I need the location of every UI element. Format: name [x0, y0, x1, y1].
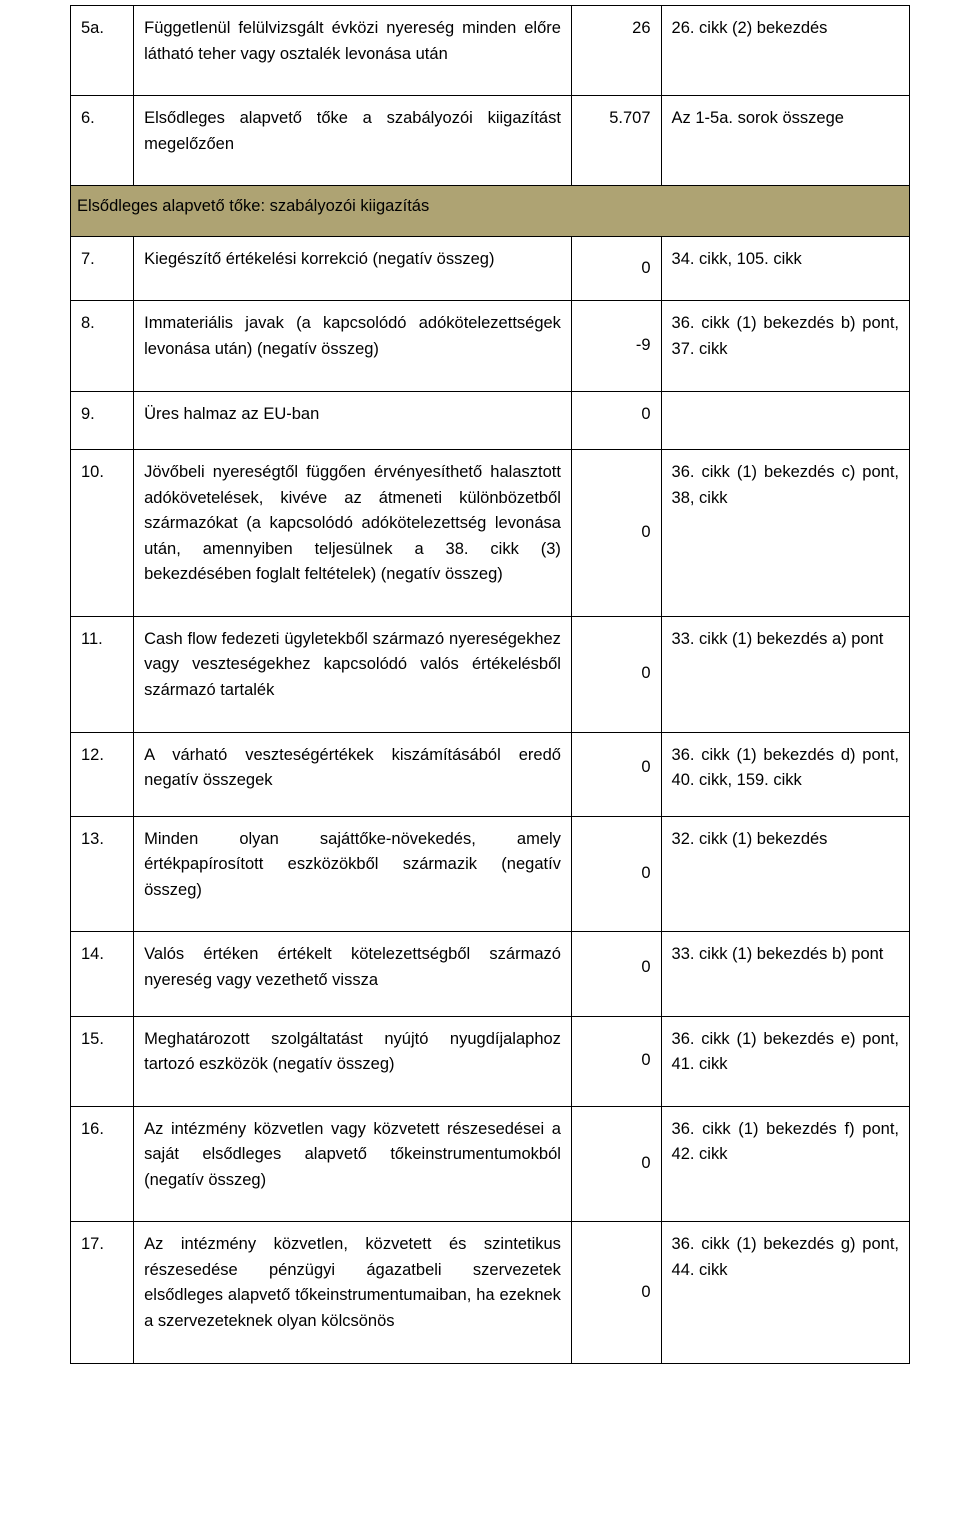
row-reference: 34. cikk, 105. cikk	[661, 236, 909, 301]
table-row: 6. Elsődleges alapvető tőke a szabályozó…	[71, 96, 910, 186]
row-value: -9	[571, 301, 661, 391]
row-reference: 36. cikk (1) bekezdés c) pont, 38, cikk	[661, 450, 909, 617]
row-reference: 33. cikk (1) bekezdés a) pont	[661, 616, 909, 732]
row-description: Elsődleges alapvető tőke a szabályozói k…	[134, 96, 572, 186]
table-row: 14. Valós értéken értékelt kötelezettség…	[71, 932, 910, 1016]
row-description: A várható veszteségértékek kiszámításábó…	[134, 732, 572, 816]
row-value: 0	[571, 1106, 661, 1222]
row-reference: 36. cikk (1) bekezdés b) pont, 37. cikk	[661, 301, 909, 391]
row-description: Immateriális javak (a kapcsolódó adóköte…	[134, 301, 572, 391]
row-number: 7.	[71, 236, 134, 301]
row-number: 6.	[71, 96, 134, 186]
row-value: 0	[571, 391, 661, 450]
page: 5a. Függetlenül felülvizsgált évközi nye…	[0, 0, 960, 1384]
row-number: 11.	[71, 616, 134, 732]
row-description: Jövőbeli nyereségtől függően érvényesíth…	[134, 450, 572, 617]
row-number: 14.	[71, 932, 134, 1016]
row-number: 16.	[71, 1106, 134, 1222]
table-row: 5a. Függetlenül felülvizsgált évközi nye…	[71, 6, 910, 96]
table-row: 7. Kiegészítő értékelési korrekció (nega…	[71, 236, 910, 301]
row-reference: 36. cikk (1) bekezdés d) pont, 40. cikk,…	[661, 732, 909, 816]
row-reference: Az 1-5a. sorok összege	[661, 96, 909, 186]
row-number: 17.	[71, 1222, 134, 1363]
row-value: 0	[571, 1016, 661, 1106]
row-description: Kiegészítő értékelési korrekció (negatív…	[134, 236, 572, 301]
row-reference: 32. cikk (1) bekezdés	[661, 816, 909, 932]
row-reference: 36. cikk (1) bekezdés f) pont, 42. cikk	[661, 1106, 909, 1222]
table-row: 9. Üres halmaz az EU-ban 0	[71, 391, 910, 450]
row-number: 15.	[71, 1016, 134, 1106]
row-number: 12.	[71, 732, 134, 816]
row-number: 9.	[71, 391, 134, 450]
row-reference: 33. cikk (1) bekezdés b) pont	[661, 932, 909, 1016]
row-reference: 26. cikk (2) bekezdés	[661, 6, 909, 96]
table-row: 13. Minden olyan sajáttőke-növekedés, am…	[71, 816, 910, 932]
row-reference: 36. cikk (1) bekezdés e) pont, 41. cikk	[661, 1016, 909, 1106]
row-value: 0	[571, 732, 661, 816]
row-description: Függetlenül felülvizsgált évközi nyeresé…	[134, 6, 572, 96]
row-value: 0	[571, 1222, 661, 1363]
table-row: 16. Az intézmény közvetlen vagy közvetet…	[71, 1106, 910, 1222]
row-description: Minden olyan sajáttőke-növekedés, amely …	[134, 816, 572, 932]
row-description: Cash flow fedezeti ügyletekből származó …	[134, 616, 572, 732]
table-row: 8. Immateriális javak (a kapcsolódó adók…	[71, 301, 910, 391]
row-number: 13.	[71, 816, 134, 932]
row-value: 0	[571, 932, 661, 1016]
row-description: Az intézmény közvetlen, közvetett és szi…	[134, 1222, 572, 1363]
row-description: Üres halmaz az EU-ban	[134, 391, 572, 450]
row-description: Meghatározott szolgáltatást nyújtó nyugd…	[134, 1016, 572, 1106]
section-header-row: Elsődleges alapvető tőke: szabályozói ki…	[71, 186, 910, 237]
row-value: 0	[571, 616, 661, 732]
row-reference: 36. cikk (1) bekezdés g) pont, 44. cikk	[661, 1222, 909, 1363]
table-row: 17. Az intézmény közvetlen, közvetett és…	[71, 1222, 910, 1363]
row-description: Valós értéken értékelt kötelezettségből …	[134, 932, 572, 1016]
table-row: 12. A várható veszteségértékek kiszámítá…	[71, 732, 910, 816]
row-number: 10.	[71, 450, 134, 617]
row-value: 0	[571, 450, 661, 617]
row-value: 26	[571, 6, 661, 96]
row-number: 5a.	[71, 6, 134, 96]
table-row: 10. Jövőbeli nyereségtől függően érvénye…	[71, 450, 910, 617]
row-value: 0	[571, 236, 661, 301]
disclosure-table: 5a. Függetlenül felülvizsgált évközi nye…	[70, 5, 910, 1364]
row-description: Az intézmény közvetlen vagy közvetett ré…	[134, 1106, 572, 1222]
row-value: 5.707	[571, 96, 661, 186]
table-row: 15. Meghatározott szolgáltatást nyújtó n…	[71, 1016, 910, 1106]
row-value: 0	[571, 816, 661, 932]
row-reference	[661, 391, 909, 450]
table-body: 5a. Függetlenül felülvizsgált évközi nye…	[71, 6, 910, 1364]
row-number: 8.	[71, 301, 134, 391]
table-row: 11. Cash flow fedezeti ügyletekből szárm…	[71, 616, 910, 732]
section-title: Elsődleges alapvető tőke: szabályozói ki…	[71, 186, 910, 237]
